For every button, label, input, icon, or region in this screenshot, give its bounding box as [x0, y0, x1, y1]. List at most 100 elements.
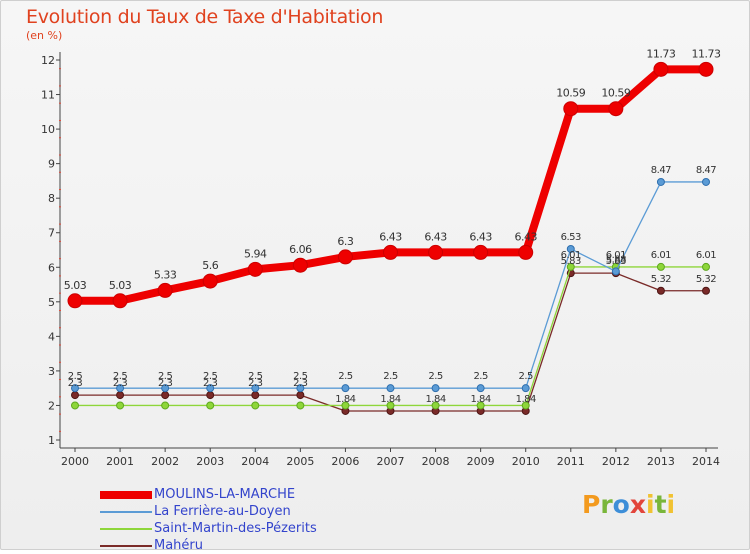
data-point-2	[251, 401, 260, 410]
data-point-1	[251, 384, 260, 393]
x-tick-label: 2006	[331, 455, 359, 468]
legend-swatch	[100, 527, 152, 530]
legend-swatch	[100, 544, 152, 547]
x-tick-label: 2007	[377, 455, 405, 468]
x-tick-label: 2014	[692, 455, 720, 468]
data-label-1: 2.5	[158, 371, 173, 382]
data-label-0: 5.03	[109, 279, 132, 292]
y-tick-label: 3	[48, 365, 55, 378]
x-tick-label: 2012	[602, 455, 630, 468]
data-label-1: 6.53	[561, 232, 581, 243]
data-label-1: 5.88	[606, 254, 626, 265]
data-label-1: 2.5	[473, 371, 488, 382]
data-point-1	[566, 244, 575, 253]
chart-title: Evolution du Taux de Taxe d'Habitation	[26, 6, 384, 28]
chart-subtitle: (en %)	[26, 29, 63, 42]
data-point-1	[656, 177, 665, 186]
data-point-2	[71, 401, 79, 410]
data-point-0	[653, 61, 669, 77]
data-point-3	[296, 391, 305, 400]
logo-letter: o	[612, 490, 630, 519]
data-label-1: 2.5	[293, 371, 308, 382]
data-label-3: 2.3	[113, 378, 128, 389]
data-label-3: 2.3	[203, 378, 218, 389]
data-label-3: 5.83	[606, 256, 626, 267]
data-label-2: 6.01	[696, 250, 716, 261]
data-label-0: 6.3	[337, 235, 353, 248]
logo-letter: P	[582, 490, 601, 519]
data-point-0	[67, 293, 83, 309]
legend-item: MOULINS-LA-MARCHE	[100, 486, 317, 503]
data-label-1: 2.5	[113, 371, 128, 382]
legend-label: MOULINS-LA-MARCHE	[154, 487, 296, 502]
legend-item: La Ferrière-au-Doyen	[100, 503, 317, 520]
data-point-2	[386, 401, 395, 410]
data-label-0: 6.43	[424, 230, 447, 243]
data-label-1: 2.5	[383, 371, 398, 382]
data-point-2	[702, 262, 710, 271]
legend-item: Mahéru	[100, 537, 317, 554]
legend-label: Saint-Martin-des-Pézerits	[154, 521, 317, 536]
data-label-1: 2.5	[428, 371, 443, 382]
data-point-1	[611, 267, 620, 276]
data-point-3	[116, 391, 125, 400]
data-point-2	[161, 401, 170, 410]
y-tick-label: 2	[48, 399, 55, 412]
data-label-0: 5.94	[244, 247, 267, 260]
chart-legend: MOULINS-LA-MARCHE La Ferrière-au-Doyen Sai…	[100, 486, 317, 554]
data-label-0: 10.59	[601, 87, 630, 100]
data-label-1: 2.5	[519, 371, 534, 382]
legend-label: Mahéru	[154, 538, 204, 553]
data-label-1: 8.47	[651, 165, 671, 176]
data-label-3: 5.32	[696, 274, 716, 285]
data-point-0	[518, 244, 534, 260]
data-label-3: 1.84	[516, 394, 536, 405]
data-point-0	[608, 101, 624, 117]
proxiti-logo: Proxiti	[582, 490, 675, 519]
data-point-2	[341, 401, 350, 410]
y-tick-label: 10	[41, 123, 55, 136]
y-tick-label: 7	[48, 227, 55, 240]
data-label-0: 6.43	[379, 230, 402, 243]
x-tick-label: 2004	[241, 455, 269, 468]
data-point-0	[473, 244, 489, 260]
data-label-3: 2.3	[293, 378, 308, 389]
x-tick-label: 2005	[286, 455, 314, 468]
data-label-0: 10.59	[556, 87, 585, 100]
data-label-3: 5.32	[651, 274, 671, 285]
y-tick-label: 9	[48, 158, 55, 171]
data-point-2	[656, 262, 665, 271]
x-tick-label: 2008	[422, 455, 450, 468]
data-point-0	[428, 244, 444, 260]
data-point-0	[157, 282, 173, 298]
x-tick-label: 2009	[467, 455, 495, 468]
x-tick-label: 2002	[151, 455, 179, 468]
logo-letter: r	[600, 490, 613, 519]
data-label-3: 1.84	[425, 394, 445, 405]
data-label-0: 6.43	[514, 230, 537, 243]
data-point-3	[206, 391, 215, 400]
data-point-3	[161, 391, 170, 400]
logo-letter: i	[666, 490, 676, 519]
data-point-1	[431, 384, 440, 393]
legend-swatch	[100, 490, 152, 499]
data-label-0: 5.6	[202, 259, 218, 272]
y-tick-label: 6	[48, 261, 55, 274]
data-point-0	[247, 261, 263, 277]
data-label-3: 1.84	[335, 394, 355, 405]
logo-letter: i	[646, 490, 655, 519]
data-label-3: 2.3	[248, 378, 263, 389]
data-point-1	[206, 384, 215, 393]
data-label-0: 11.73	[646, 47, 675, 60]
x-tick-label: 2013	[647, 455, 675, 468]
data-label-3: 1.84	[380, 394, 400, 405]
data-point-1	[161, 384, 170, 393]
legend-swatch	[100, 510, 152, 513]
data-label-3: 5.83	[561, 256, 581, 267]
data-point-1	[521, 384, 530, 393]
data-label-0: 6.43	[469, 230, 492, 243]
data-label-2: 6.01	[606, 250, 626, 261]
data-point-3	[251, 391, 260, 400]
data-point-3	[702, 286, 710, 295]
